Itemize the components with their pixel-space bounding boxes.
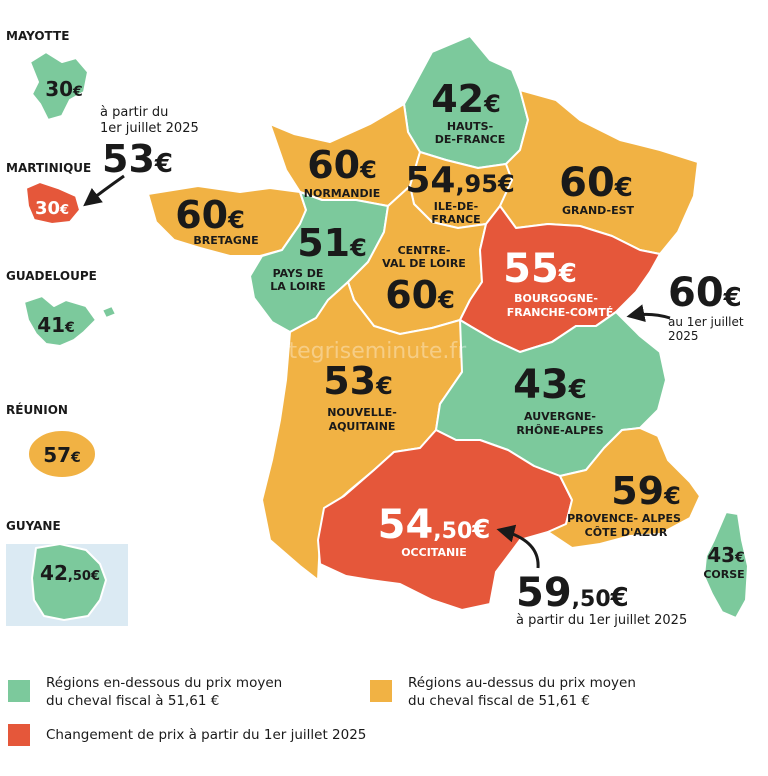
region-shape-corse xyxy=(703,511,749,619)
legend-above-line2: du cheval fiscal de 51,61 € xyxy=(408,693,590,709)
price-martinique: 30€ xyxy=(35,198,69,219)
bfc-change-note-1: au 1er juillet xyxy=(668,315,744,329)
legend-item-above: Régions au-dessus du prix moyen du cheva… xyxy=(408,674,636,710)
name-hauts-de-france-2: DE-FRANCE xyxy=(435,133,506,146)
price-reunion: 57€ xyxy=(43,443,81,467)
price-corse: 43€ xyxy=(707,543,745,567)
name-ile-de-france-2: FRANCE xyxy=(431,213,480,226)
region-labels: 42€ HAUTS- DE-FRANCE 60€ NORMANDIE 54,95… xyxy=(175,77,745,581)
name-auvergne-rhone-alpes-2: RHÔNE-ALPES xyxy=(516,424,603,437)
reunion-label: RÉUNION xyxy=(6,402,68,417)
reunion-shape xyxy=(27,429,97,479)
occitanie-change-note: à partir du 1er juillet 2025 xyxy=(516,613,687,628)
price-guadeloupe: 41€ xyxy=(37,313,75,337)
price-mayotte: 30€ xyxy=(45,77,83,101)
name-corse: CORSE xyxy=(703,568,744,581)
guyane-shape xyxy=(31,543,107,621)
name-nouvelle-aquitaine-2: AQUITAINE xyxy=(329,420,396,433)
price-auvergne-rhone-alpes: 43€ xyxy=(513,362,587,408)
regions-layer xyxy=(147,35,749,619)
bfc-new-price: 60€ xyxy=(668,270,742,316)
name-centre-val-de-loire-1: CENTRE- xyxy=(398,244,451,257)
price-guyane: 42,50€ xyxy=(40,561,100,585)
martinique-shape xyxy=(25,181,81,225)
legend-item-below: Régions en-dessous du prix moyen du chev… xyxy=(46,674,282,710)
mayotte-shape xyxy=(29,51,89,121)
watermark: cartegriseminute.fr xyxy=(254,339,467,364)
name-pays-de-la-loire-1: PAYS DE xyxy=(273,267,324,280)
price-paca: 59€ xyxy=(611,469,681,513)
price-pays-de-la-loire: 51€ xyxy=(297,221,367,265)
name-bourgogne-franche-comte-1: BOURGOGNE- xyxy=(514,292,598,305)
price-normandie: 60€ xyxy=(307,143,377,187)
name-paca-1: PROVENCE- ALPES xyxy=(567,512,681,525)
guyane-label: GUYANE xyxy=(6,519,61,533)
legend-item-changed: Changement de prix à partir du 1er juill… xyxy=(46,727,367,743)
region-shape-occitanie xyxy=(317,429,573,611)
price-nouvelle-aquitaine: 53€ xyxy=(323,359,393,403)
name-bretagne: BRETAGNE xyxy=(193,234,258,247)
martinique-label: MARTINIQUE xyxy=(6,161,91,175)
mayotte-label: MAYOTTE xyxy=(6,29,69,43)
name-centre-val-de-loire-2: VAL DE LOIRE xyxy=(382,257,466,270)
legend-below-line1: Régions en-dessous du prix moyen xyxy=(46,675,283,691)
occitanie-change-arrow xyxy=(496,524,540,569)
martinique-change-note-2: 1er juillet 2025 xyxy=(100,121,199,136)
martinique-change-note-1: à partir du xyxy=(100,105,168,120)
legend-above-line1: Régions au-dessus du prix moyen xyxy=(408,675,636,691)
legend-swatch-changed xyxy=(8,724,30,746)
name-auvergne-rhone-alpes-1: AUVERGNE- xyxy=(524,410,596,423)
martinique-change-arrow xyxy=(83,174,125,207)
price-centre-val-de-loire: 60€ xyxy=(385,273,455,317)
price-grand-est: 60€ xyxy=(559,160,633,206)
guadeloupe-island-small xyxy=(101,305,117,319)
overseas-layer: MAYOTTE MARTINIQUE GUADELOUPE RÉUNION GU… xyxy=(6,29,128,626)
region-shape-paca xyxy=(547,427,701,549)
martinique-new-price: 53€ xyxy=(102,137,173,181)
guadeloupe-shape xyxy=(23,295,97,347)
price-occitanie: 54,50€ xyxy=(378,502,491,548)
name-nouvelle-aquitaine-1: NOUVELLE- xyxy=(327,406,397,419)
name-paca-2: CÔTE D'AZUR xyxy=(585,526,668,539)
name-bourgogne-franche-comte-2: FRANCHE-COMTÉ xyxy=(507,306,613,319)
name-ile-de-france-1: ILE-DE- xyxy=(434,200,478,213)
name-normandie: NORMANDIE xyxy=(304,187,380,200)
name-hauts-de-france-1: HAUTS- xyxy=(447,120,493,133)
price-hauts-de-france: 42€ xyxy=(431,77,501,121)
legend-below-line2: du cheval fiscal à 51,61 € xyxy=(46,693,220,709)
name-pays-de-la-loire-2: LA LOIRE xyxy=(270,280,325,293)
name-grand-est: GRAND-EST xyxy=(562,204,635,217)
bfc-change-note-2: 2025 xyxy=(668,329,699,343)
name-occitanie: OCCITANIE xyxy=(401,546,467,559)
legend-swatch-above xyxy=(370,680,392,702)
legend-swatch-below xyxy=(8,680,30,702)
overseas-labels: 30€ 30€ 41€ 57€ 42,50€ xyxy=(35,77,100,585)
change-callouts: à partir du 1er juillet 2025 53€ 60€ au … xyxy=(83,105,744,628)
occitanie-new-price: 59,50€ xyxy=(516,570,629,616)
price-bretagne: 60€ xyxy=(175,193,245,237)
bfc-change-arrow xyxy=(626,304,671,323)
price-ile-de-france: 54,95€ xyxy=(405,160,514,201)
price-bourgogne-franche-comte: 55€ xyxy=(503,246,577,292)
guadeloupe-label: GUADELOUPE xyxy=(6,269,97,283)
